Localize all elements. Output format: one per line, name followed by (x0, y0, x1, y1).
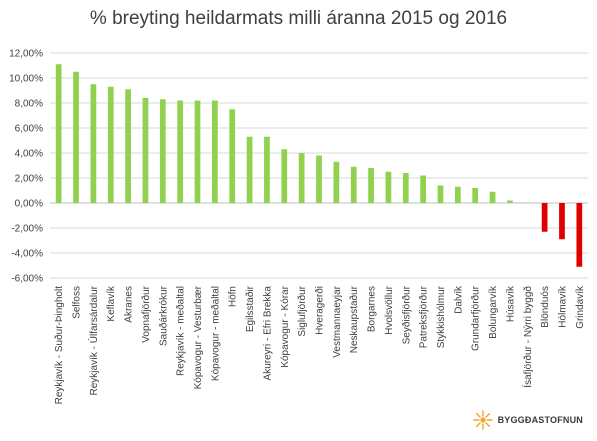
bar (229, 109, 236, 203)
x-tick-label: Höfn (228, 286, 239, 307)
bar (298, 153, 305, 203)
bar (125, 89, 131, 203)
byggdastofnun-logo: BYGGÐASTOFNUN (472, 409, 583, 431)
y-tick-label: 0,00% (15, 199, 43, 210)
chart-title: % breyting heildarmats milli áranna 2015… (89, 8, 508, 29)
x-tick-label: Húsavík (505, 285, 516, 322)
x-tick-label: Seyðisfjörður (400, 285, 412, 344)
x-tick-label: Patreksfjörður (418, 285, 430, 348)
x-tick-label: Bolungarvík (488, 285, 499, 339)
y-tick-label: 4,00% (15, 149, 43, 160)
bar (194, 100, 201, 203)
y-tick-label: -6,00% (11, 274, 43, 285)
y-tick-label: 8,00% (15, 99, 43, 110)
x-tick-label: Grindavík (575, 285, 586, 329)
bar (159, 99, 166, 203)
x-tick-label: Reykjavík - Úlfarsárdalur (87, 285, 100, 395)
y-tick-label: 6,00% (15, 124, 43, 135)
x-tick-label: Kópavogur - meðaltal (209, 286, 221, 381)
x-tick-label: Dalvík (453, 285, 464, 314)
x-tick-label: Borgarnes (367, 286, 378, 332)
x-tick-label: Reykjavík - Suður-Þingholt (53, 286, 65, 405)
bar (73, 71, 79, 203)
bar (333, 161, 340, 203)
x-tick-label: Egilsstaðir (244, 285, 256, 332)
x-tick-label: Hvolsvöllur (384, 285, 395, 335)
bar (90, 84, 97, 203)
bar (437, 185, 444, 203)
bar (559, 203, 565, 240)
bar (107, 86, 114, 203)
x-tick-label: Kópavogur - Vesturbær (193, 285, 204, 389)
bar (489, 191, 496, 203)
bar (316, 155, 322, 203)
bar (212, 100, 218, 203)
y-tick-label: 12,00% (9, 49, 43, 60)
y-tick-label: 2,00% (15, 174, 43, 185)
x-tick-label: Stykkishólmur (436, 285, 447, 348)
x-tick-label: Ísafjörður - Nýrri byggð (521, 286, 534, 388)
bar (55, 64, 62, 203)
x-tick-label: Vestmannaeyjar (332, 285, 343, 357)
bar (454, 186, 461, 203)
x-tick-label: Hólmavík (557, 285, 568, 328)
bar (142, 98, 149, 203)
x-tick-label: Kópavogur - Kórar (280, 285, 291, 367)
x-tick-label: Akureyri - Efri Brekka (262, 286, 273, 381)
bar (368, 168, 374, 203)
bar (524, 203, 531, 204)
x-tick-label: Selfoss (72, 286, 83, 319)
x-tick-label: Grundarfjörður (470, 285, 482, 351)
bar (402, 173, 409, 203)
x-tick-label: Siglufjörður (296, 285, 308, 336)
x-tick-label: Reykjavík - meðaltal (175, 286, 187, 376)
bar (264, 136, 270, 203)
x-tick-label: Akranes (124, 286, 135, 323)
x-tick-label: Vopnafjörður (140, 285, 152, 342)
bar (385, 171, 392, 203)
bar (177, 100, 184, 203)
x-tick-label: Keflavík (106, 285, 117, 322)
x-tick-label: Neskaupstaður (348, 285, 360, 353)
bar (246, 136, 253, 203)
bar (350, 166, 357, 203)
bar (420, 175, 426, 203)
bar (281, 149, 288, 203)
bar (472, 188, 479, 203)
logo-text: BYGGÐASTOFNUN (497, 415, 583, 425)
x-tick-label: Blönduós (540, 286, 551, 328)
x-tick-label: Hveragerði (314, 286, 326, 335)
y-tick-label: -2,00% (11, 224, 43, 235)
y-tick-label: 10,00% (9, 74, 43, 85)
sunburst-logo-icon (472, 410, 493, 430)
bar (576, 203, 583, 267)
x-tick-label: Sauðárkrókur (157, 285, 169, 346)
y-tick-label: -4,00% (11, 249, 43, 260)
bar (541, 203, 548, 232)
bar (507, 200, 513, 203)
